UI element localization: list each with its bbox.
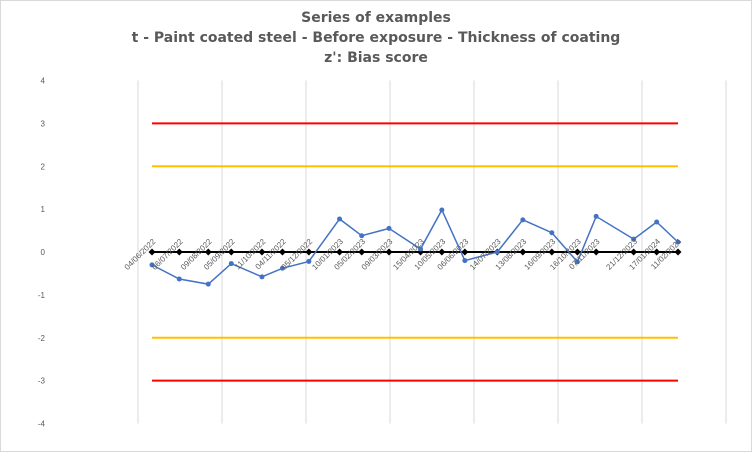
chart-y-tick-label: 1	[41, 205, 46, 214]
chart-y-tick-label: -3	[38, 377, 46, 386]
chart-y-tick-label: -2	[38, 334, 46, 343]
chart-data-point	[259, 274, 265, 280]
chart-data-point	[631, 236, 637, 242]
chart-data-point	[494, 249, 500, 255]
chart-series	[149, 207, 681, 287]
chart-data-point	[549, 230, 555, 236]
chart-y-axis: 4 3 2 1 0 -1 -2 -3 -4	[38, 77, 46, 429]
chart-title-line-3: z': Bias score	[324, 50, 428, 66]
chart-data-point	[149, 262, 155, 268]
chart-zero-marker	[592, 248, 600, 256]
chart-y-tick-label: 3	[41, 119, 46, 128]
chart-data-point	[593, 213, 599, 219]
chart-data-point	[418, 246, 424, 252]
chart-data-point	[462, 258, 468, 264]
chart-data-point	[176, 276, 182, 282]
chart-control-lines	[152, 122, 678, 382]
chart-zero-marker	[674, 248, 682, 256]
chart-x-axis: 04/06/202206/07/202209/08/202205/09/2022…	[123, 237, 684, 272]
chart-zero-marker	[519, 248, 527, 256]
chart-zero-marker	[630, 248, 638, 256]
chart-title-line-1: Series of examples	[301, 10, 451, 26]
chart-y-tick-label: 0	[41, 248, 46, 257]
chart-data-point	[520, 217, 526, 223]
chart-data-point	[439, 207, 445, 213]
chart-data-point	[386, 225, 392, 231]
chart-data-point	[359, 233, 365, 239]
chart-zero-marker	[653, 248, 661, 256]
chart-zero-marker	[148, 248, 156, 256]
chart-y-tick-label: -4	[38, 420, 46, 429]
chart-data-point	[306, 258, 312, 264]
chart-data-point	[675, 239, 681, 245]
chart-zero-marker	[305, 248, 313, 256]
chart-zero-marker	[227, 248, 235, 256]
chart-zero-marker	[258, 248, 266, 256]
chart-data-point	[205, 281, 211, 287]
chart-zero-marker	[461, 248, 469, 256]
chart-y-tick-label: -1	[38, 291, 46, 300]
chart-data-point	[337, 216, 343, 222]
chart-zero-marker	[548, 248, 556, 256]
chart-zero-marker	[385, 248, 393, 256]
chart-zero-marker	[358, 248, 366, 256]
chart-title-line-2: t - Paint coated steel - Before exposure…	[131, 30, 621, 46]
chart-data-point	[574, 259, 580, 265]
chart-y-tick-label: 4	[41, 77, 46, 86]
chart-zero-marker	[278, 248, 286, 256]
chart-data-point	[228, 261, 234, 267]
chart-zero-marker	[336, 248, 344, 256]
chart-zero-marker	[204, 248, 212, 256]
chart-zero-marker	[175, 248, 183, 256]
chart-data-point	[654, 219, 660, 225]
chart-zero-marker	[438, 248, 446, 256]
chart-y-tick-label: 2	[41, 162, 46, 171]
chart-zero-marker	[573, 248, 581, 256]
chart-data-point	[279, 265, 285, 271]
